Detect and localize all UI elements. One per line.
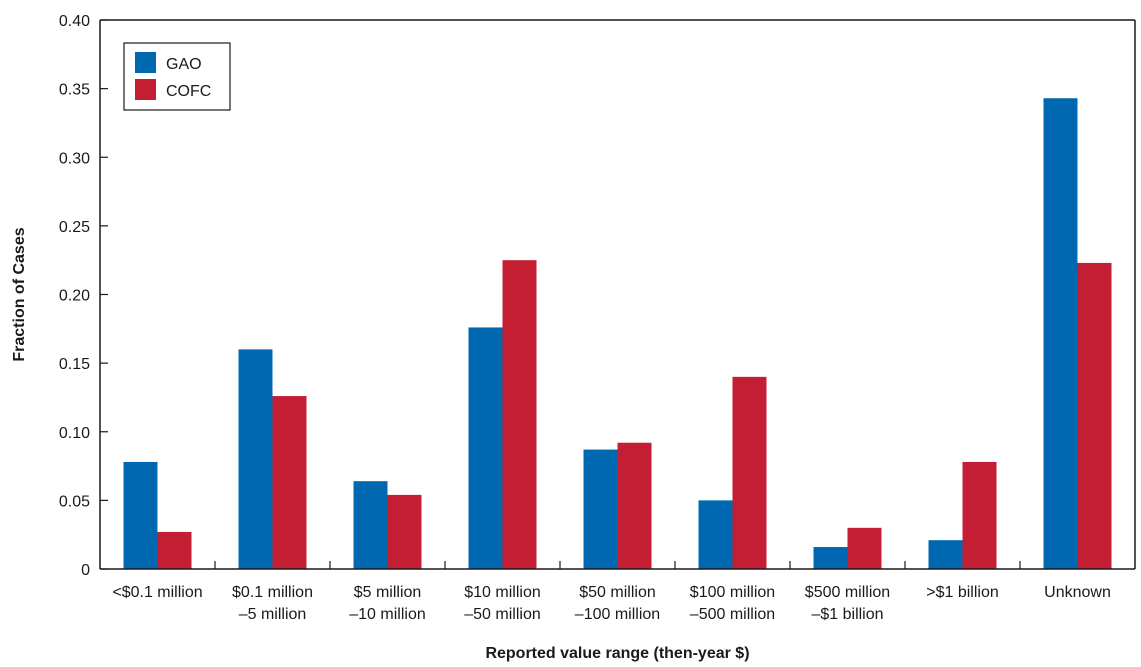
x-category-label-7: >$1 billion (926, 584, 999, 601)
legend-label-cofc: COFC (166, 83, 211, 100)
x-axis-title: Reported value range (then-year $) (485, 645, 749, 662)
legend: GAO COFC (123, 42, 231, 111)
bars-group (123, 98, 1112, 570)
y-tick-label-3: 0.15 (59, 356, 90, 373)
legend-swatch-gao (135, 52, 156, 73)
y-tick-label-6: 0.30 (59, 150, 90, 167)
bar-gao-5 (698, 500, 733, 569)
y-ticks-group: 0 0.05 0.10 0.15 0.20 0.25 0.30 0.35 0.40 (59, 13, 108, 579)
x-category-label-8: Unknown (1044, 584, 1111, 601)
bar-cofc-4 (617, 442, 652, 569)
category-labels-group: <$0.1 million $0.1 million –5 million $5 mi… (112, 584, 1110, 623)
bar-cofc-5 (732, 376, 767, 569)
x-category-label-3: $10 million –50 million (464, 584, 540, 623)
y-tick-label-2: 0.10 (59, 425, 90, 442)
y-tick-label-8: 0.40 (59, 13, 90, 30)
y-tick-label-0: 0 (81, 562, 90, 579)
bar-gao-4 (583, 449, 618, 569)
legend-swatch-cofc (135, 79, 156, 100)
x-ticks-group (214, 561, 1021, 569)
bar-cofc-1 (272, 396, 307, 569)
x-category-label-5: $100 million –500 million (690, 584, 775, 623)
bar-cofc-8 (1077, 262, 1112, 569)
x-category-label-2: $5 million –10 million (349, 584, 425, 623)
bar-cofc-3 (502, 260, 537, 569)
legend-label-gao: GAO (166, 56, 202, 73)
bar-gao-3 (468, 327, 503, 569)
y-tick-label-4: 0.20 (59, 288, 90, 305)
bar-cofc-0 (157, 531, 192, 569)
bar-cofc-6 (847, 527, 882, 569)
bar-cofc-2 (387, 494, 422, 569)
y-tick-label-1: 0.05 (59, 493, 90, 510)
x-category-label-6: $500 million –$1 billion (805, 584, 890, 623)
y-tick-label-5: 0.25 (59, 219, 90, 236)
bar-cofc-7 (962, 461, 997, 569)
y-axis-title: Fraction of Cases (11, 227, 28, 361)
bar-gao-6 (813, 547, 848, 569)
bar-gao-2 (353, 481, 388, 569)
y-tick-label-7: 0.35 (59, 82, 90, 99)
bar-gao-1 (238, 349, 273, 569)
x-category-label-4: $50 million –100 million (575, 584, 660, 623)
x-category-label-1: $0.1 million –5 million (232, 584, 313, 623)
bar-gao-0 (123, 461, 158, 569)
bar-gao-8 (1043, 98, 1078, 570)
bar-gao-7 (928, 540, 963, 569)
x-category-label-0: <$0.1 million (112, 584, 202, 601)
